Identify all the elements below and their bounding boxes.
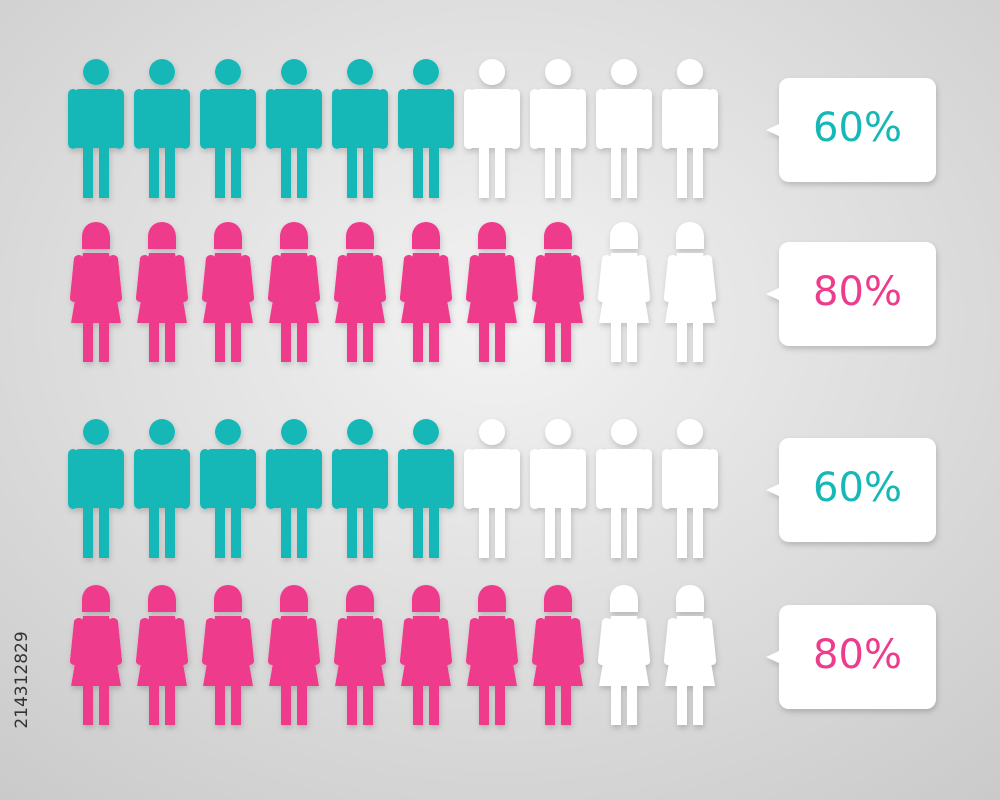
- icon-filled: [135, 585, 189, 725]
- icon-empty: [530, 419, 586, 558]
- icon-filled: [266, 419, 322, 558]
- icon-filled: [398, 419, 454, 558]
- icon-filled: [399, 585, 453, 725]
- icon-empty: [464, 59, 520, 198]
- value-label: 60%: [813, 465, 902, 511]
- icon-filled: [201, 222, 255, 362]
- icon-empty: [597, 222, 651, 362]
- icon-filled: [69, 222, 123, 362]
- speech-bubble: [766, 242, 936, 346]
- icon-filled: [68, 419, 124, 558]
- icon-filled: [68, 59, 124, 198]
- icon-filled: [333, 222, 387, 362]
- icon-empty: [596, 59, 652, 198]
- icon-filled: [465, 222, 519, 362]
- icon-empty: [662, 419, 718, 558]
- icon-filled: [266, 59, 322, 198]
- pictograph-row: [68, 59, 718, 198]
- icon-fill: [69, 222, 585, 362]
- speech-bubble: [766, 78, 936, 182]
- icon-empty: [663, 585, 717, 725]
- icon-filled: [332, 419, 388, 558]
- icon-filled: [200, 419, 256, 558]
- icon-empty: [663, 222, 717, 362]
- icon-filled: [332, 59, 388, 198]
- icon-filled: [134, 419, 190, 558]
- icon-filled: [465, 585, 519, 725]
- icon-filled: [333, 585, 387, 725]
- icon-filled: [267, 585, 321, 725]
- icon-filled: [531, 585, 585, 725]
- pictograph-row: [69, 222, 717, 362]
- icon-filled: [398, 59, 454, 198]
- icon-filled: [531, 222, 585, 362]
- icon-empty: [464, 419, 520, 558]
- icon-fill: [68, 419, 454, 558]
- icon-empty: [662, 59, 718, 198]
- icon-filled: [200, 59, 256, 198]
- icon-empty: [597, 585, 651, 725]
- speech-bubble: [766, 438, 936, 542]
- icon-filled: [135, 222, 189, 362]
- value-label: 80%: [813, 269, 902, 315]
- value-label: 80%: [813, 632, 902, 678]
- icon-filled: [69, 585, 123, 725]
- speech-bubble: [766, 605, 936, 709]
- icon-filled: [267, 222, 321, 362]
- pictograph-row: [68, 419, 718, 558]
- pictograph-row: [69, 585, 717, 725]
- icon-filled: [134, 59, 190, 198]
- icon-filled: [201, 585, 255, 725]
- icon-fill: [69, 585, 585, 725]
- icon-empty: [530, 59, 586, 198]
- icon-filled: [399, 222, 453, 362]
- value-label: 60%: [813, 105, 902, 151]
- watermark: 214312829: [12, 631, 32, 728]
- icon-fill: [68, 59, 454, 198]
- icon-empty: [596, 419, 652, 558]
